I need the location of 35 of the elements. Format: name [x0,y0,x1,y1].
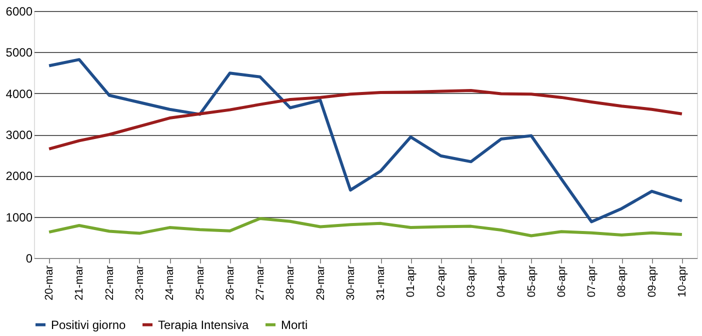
x-tick-label: 29-mar [314,265,327,300]
x-tick-label: 08-apr [616,265,628,298]
x-tick-label: 10-apr [676,265,688,298]
x-tick-label: 02-apr [435,265,448,298]
x-tick-label: 26-mar [224,265,236,300]
x-tick-label: 27-mar [254,265,267,300]
y-tick-label: 1000 [6,210,33,224]
x-tick-label: 28-mar [284,265,297,300]
legend-label: Morti [281,318,308,332]
x-tick-label: 05-apr [526,265,538,298]
x-tick-label: 09-apr [646,265,658,298]
x-tick-label: 21-mar [74,265,86,300]
x-tick-label: 30-mar [344,265,357,300]
x-tick-label: 01-apr [405,265,418,298]
x-tick-label: 07-apr [586,265,598,298]
x-tick-label: 22-mar [104,265,116,300]
x-tick-label: 24-mar [164,265,176,300]
x-tick-label: 03-apr [465,265,478,298]
x-tick-label: 25-mar [194,265,206,300]
y-tick-label: 0 [26,252,33,266]
line-series [48,88,684,150]
x-tick-label: 04-apr [496,265,508,298]
line-series [48,58,684,224]
line-series [48,216,684,238]
y-tick-label: 3000 [6,128,33,142]
x-tick-label: 31-mar [375,265,388,300]
y-tick-label: 2000 [6,169,33,184]
x-tick-label: 20-mar [44,265,56,300]
x-tick-label: 23-mar [134,265,146,300]
legend-label: Terapia Intensiva [158,318,250,332]
y-tick-label: 6000 [6,4,33,18]
y-tick-label: 4000 [6,86,33,101]
legend-label: Positivi giorno [51,318,126,332]
x-tick-label: 06-apr [556,265,568,298]
y-tick-label: 5000 [6,46,33,60]
